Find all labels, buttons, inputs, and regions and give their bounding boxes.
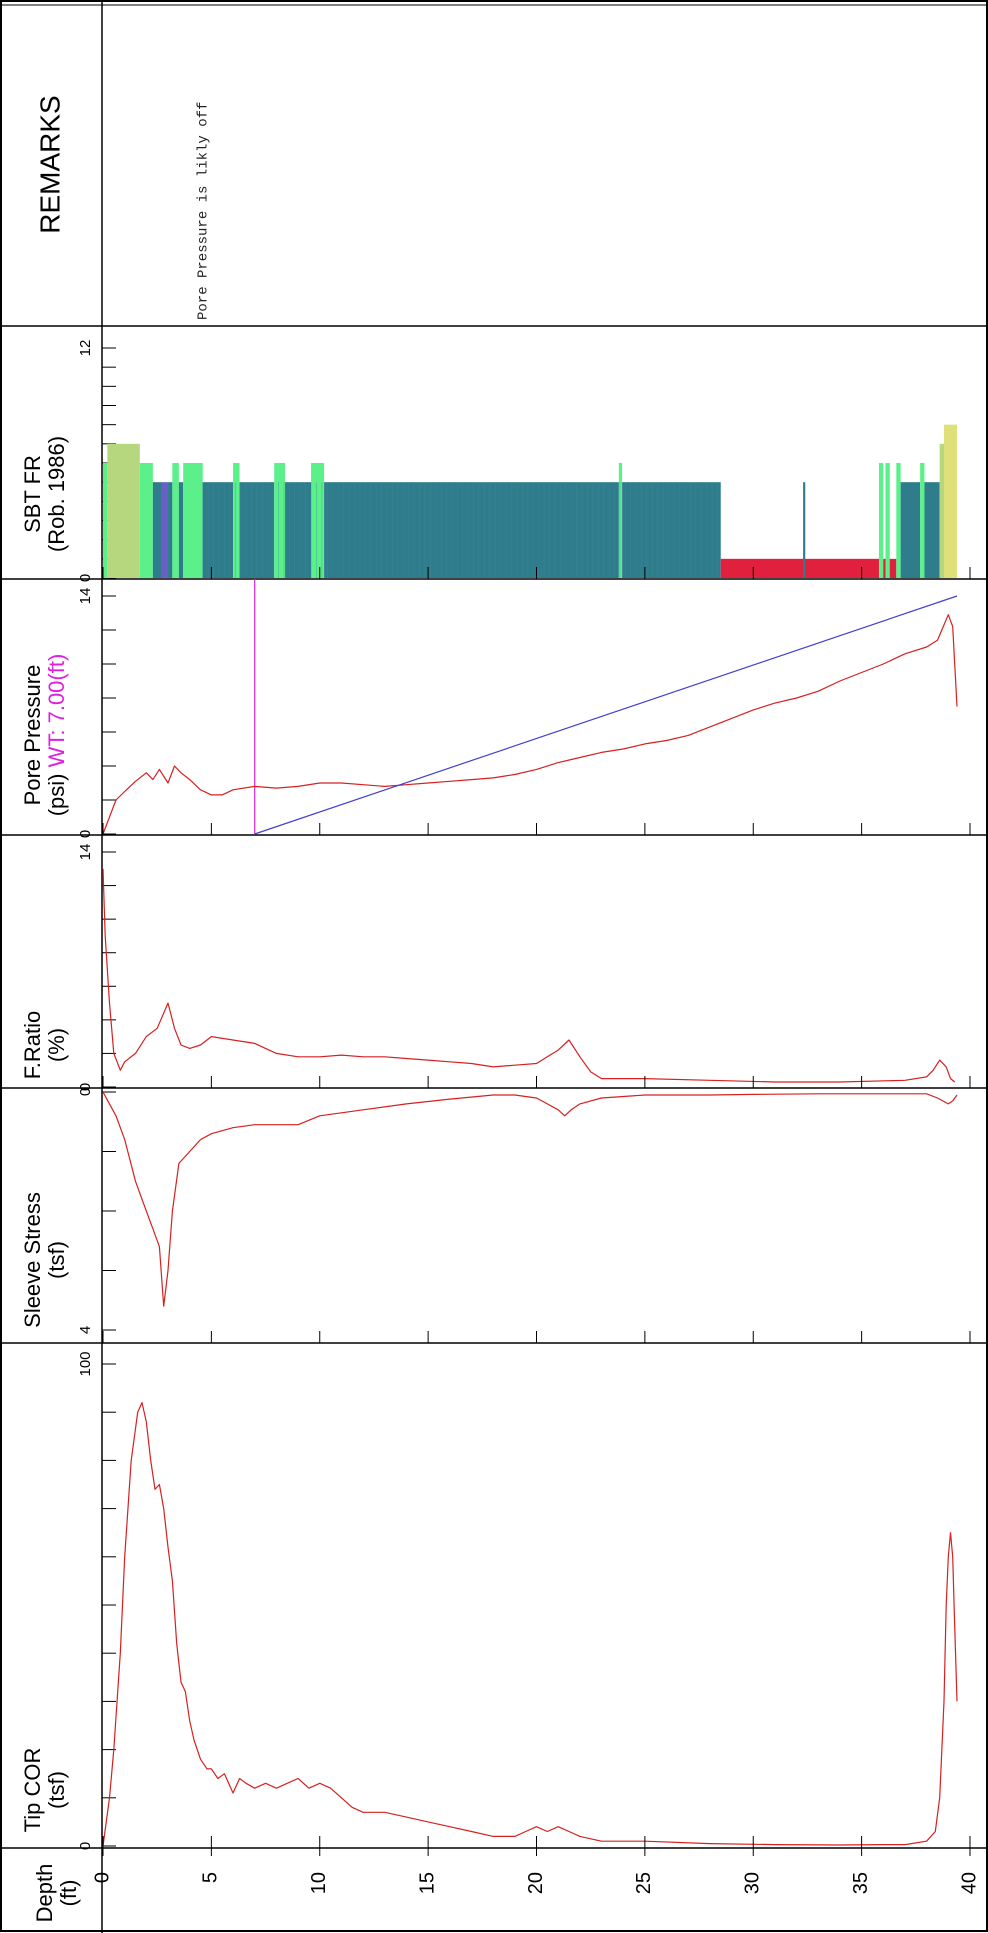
pore-label-line-2: (psi) WT: 7.00(ft) <box>44 654 69 817</box>
depth-tick-label-20: 20 <box>525 1872 547 1894</box>
tip-tick-text: 100 <box>77 1351 94 1376</box>
fratio-label: F.Ratio (%) <box>20 1011 69 1079</box>
depth-axis-label: Depth (ft) <box>32 1864 81 1923</box>
sbt-zone-bar <box>152 482 162 578</box>
sbt-zone-bar <box>202 482 234 578</box>
depth-tick-text: 35 <box>850 1872 872 1894</box>
sbt-zone-bar <box>311 463 325 578</box>
depth-tick-text: 30 <box>742 1872 764 1894</box>
sleeve-tick-text: 4 <box>77 1326 94 1334</box>
pore-label-segment: WT: 7.00(ft) <box>44 654 69 768</box>
sbt-zone-bar <box>900 482 921 578</box>
depth-tick-text: 0 <box>91 1872 113 1883</box>
tip-resistance-line <box>102 1401 958 1847</box>
pore-pressure-line <box>102 614 958 835</box>
depth-tick-text: 25 <box>633 1872 655 1894</box>
fratio-tick-text: 14 <box>77 844 94 861</box>
depth-tick-label-30: 30 <box>742 1872 764 1894</box>
pore-label-segment: (psi) <box>44 767 69 816</box>
sbt-label: SBT FR (Rob. 1986) <box>20 436 69 552</box>
remarks-heading: REMARKS <box>34 95 65 233</box>
fratio-tick-text: 0 <box>77 1083 94 1091</box>
sbt-zone-bar <box>168 482 173 578</box>
remark-text: Pore Pressure is likly off <box>195 102 211 320</box>
sbt-zone-bar <box>103 463 108 578</box>
sbt-zone-bar <box>107 443 140 578</box>
sbt-zone-bar <box>943 424 957 578</box>
sbt-zone-bar <box>172 463 179 578</box>
fratio-line <box>102 868 956 1083</box>
fratio-label-line-2: (%) <box>44 1028 69 1062</box>
fratio-tick-label-0: 0 <box>77 1083 94 1091</box>
sleeve-tick-text: 0 <box>77 1088 94 1096</box>
sbt-tick-label-0: 0 <box>77 574 94 582</box>
pore-label: Pore Pressure (psi) WT: 7.00(ft) <box>20 654 69 817</box>
pore-label-line-1: Pore Pressure <box>20 665 45 806</box>
sbt-zone-bar <box>178 482 184 578</box>
sbt-zone-bar <box>939 443 944 578</box>
tip-label: Tip COR (tsf) <box>20 1748 69 1833</box>
depth-tick-label-5: 5 <box>200 1872 222 1883</box>
sbt-zone-bar <box>924 482 940 578</box>
sbt-tick-text: 0 <box>77 574 94 582</box>
sbt-zone-bar <box>896 463 901 578</box>
sbt-zone-bar <box>324 482 619 578</box>
depth-axis-label-line-2: (ft) <box>56 1880 81 1907</box>
depth-tick-text: 20 <box>525 1872 547 1894</box>
depth-tick-label-40: 40 <box>958 1872 980 1894</box>
remark-note: Pore Pressure is likly off <box>195 102 211 320</box>
depth-tick-text: 5 <box>200 1872 222 1883</box>
hydrostatic-line <box>254 595 958 835</box>
sbt-zone-bar <box>161 482 169 578</box>
depth-tick-label-10: 10 <box>308 1872 330 1894</box>
sleeve-label-line-2: (tsf) <box>44 1241 69 1279</box>
sbt-zone-bar <box>139 463 153 578</box>
sleeve-label-line-1: Sleeve Stress <box>20 1192 45 1328</box>
tip-label-line-1: Tip COR <box>20 1748 45 1833</box>
sbt-tick-text: 12 <box>77 340 94 357</box>
pore-tick-label-0: 0 <box>77 830 94 838</box>
sleeve-stress-line <box>102 1091 958 1307</box>
sbt-zone-bar <box>183 463 203 578</box>
sleeve-label: Sleeve Stress (tsf) <box>20 1192 69 1328</box>
depth-axis-label-line-1: Depth <box>32 1864 57 1923</box>
sbt-zone-bar <box>285 482 312 578</box>
fratio-tick-label-14: 14 <box>77 844 94 861</box>
sbt-zone-bar <box>920 463 925 578</box>
pore-tick-text: 0 <box>77 830 94 838</box>
sbt-label-line-1: SBT FR <box>20 455 45 533</box>
depth-tick-text: 15 <box>416 1872 438 1894</box>
sbt-zone-bar <box>803 482 806 578</box>
fratio-label-line-1: F.Ratio <box>20 1011 45 1079</box>
sbt-zone-bar <box>720 558 897 578</box>
depth-tick-label-0: 0 <box>91 1872 113 1883</box>
pore-tick-text: 14 <box>77 588 94 605</box>
depth-tick-text: 10 <box>308 1872 330 1894</box>
sbt-tick-label-12: 12 <box>77 340 94 357</box>
depth-tick-label-35: 35 <box>850 1872 872 1894</box>
sleeve-tick-label-4: 4 <box>77 1326 94 1334</box>
sbt-zone-bar <box>878 463 884 578</box>
sbt-zone-bar <box>885 463 890 578</box>
tip-label-line-2: (tsf) <box>44 1771 69 1809</box>
tip-tick-label-0: 0 <box>77 1842 94 1850</box>
sbt-zone-bar <box>274 463 286 578</box>
depth-tick-label-25: 25 <box>633 1872 655 1894</box>
pore-tick-label-14: 14 <box>77 588 94 605</box>
sbt-zone-bar <box>233 463 240 578</box>
sbt-zone-bar <box>618 463 623 578</box>
remarks-heading-line-1: REMARKS <box>34 95 65 233</box>
sbt-label-line-2: (Rob. 1986) <box>44 436 69 552</box>
tip-tick-label-100: 100 <box>77 1351 94 1376</box>
depth-tick-text: 40 <box>958 1872 980 1894</box>
depth-tick-label-15: 15 <box>416 1872 438 1894</box>
sbt-zone-bar <box>622 482 721 578</box>
tip-tick-text: 0 <box>77 1842 94 1850</box>
sleeve-tick-label-0: 0 <box>77 1088 94 1096</box>
